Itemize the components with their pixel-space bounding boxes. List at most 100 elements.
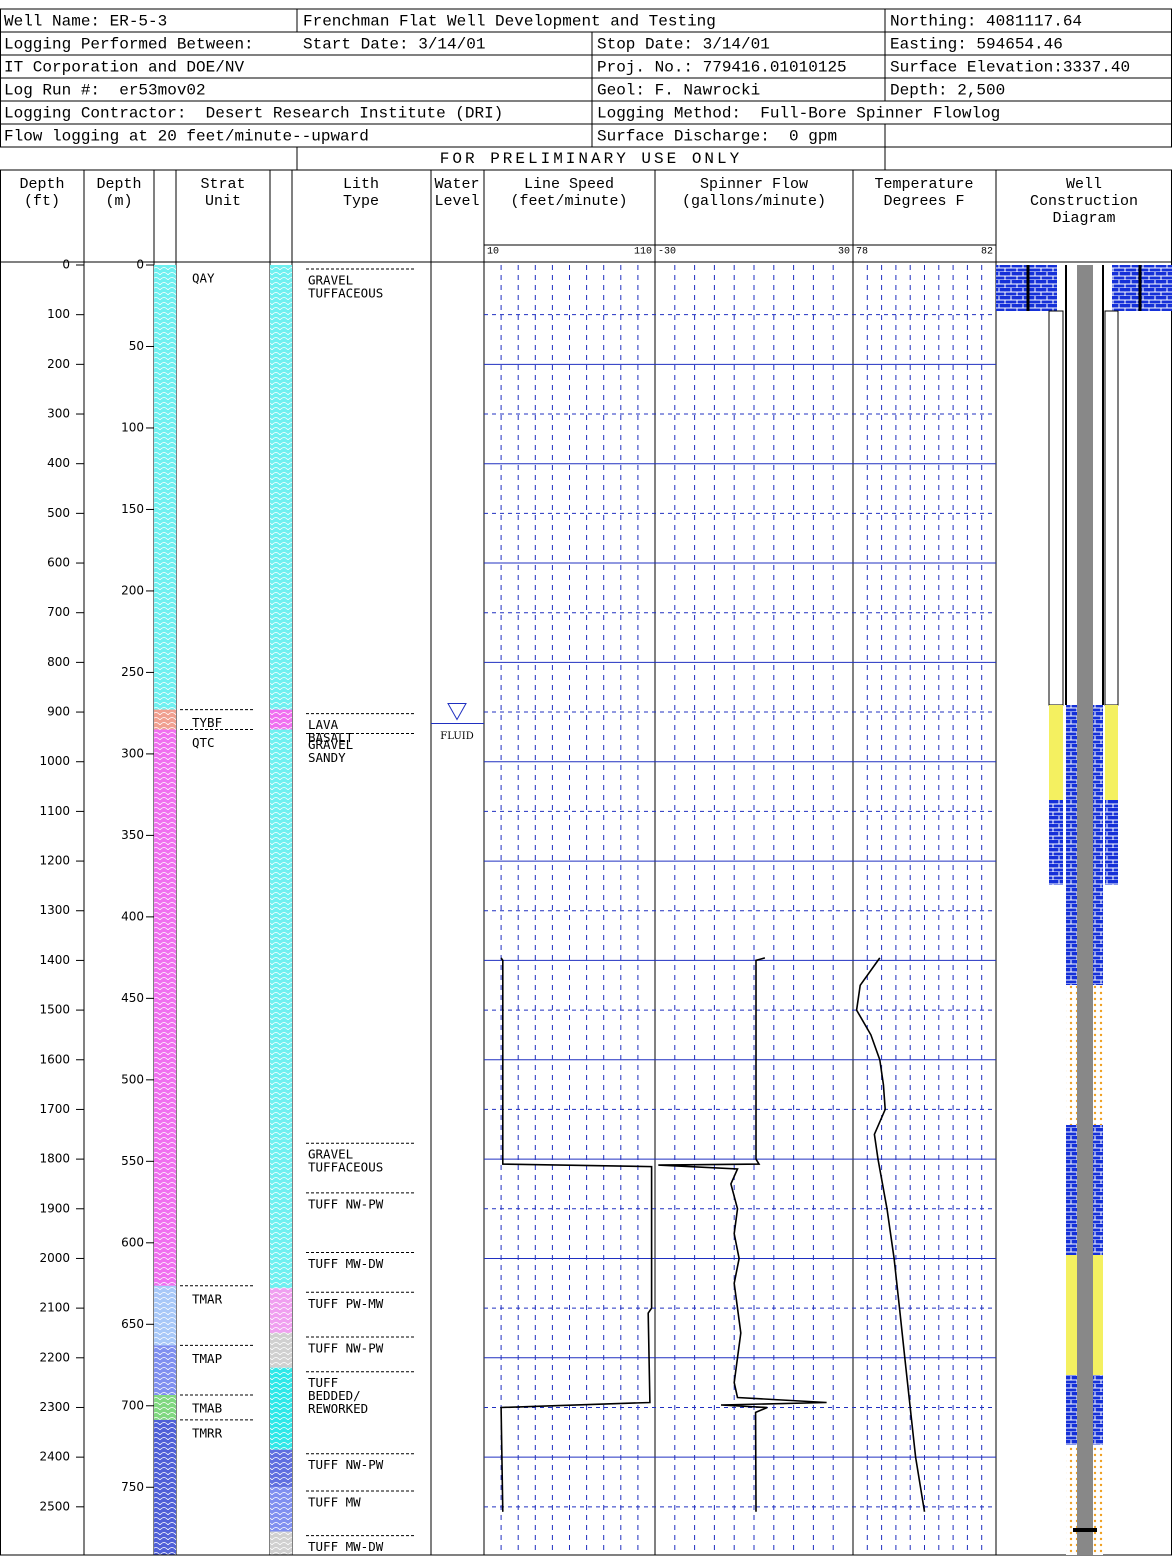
strat-texture xyxy=(154,710,176,730)
ft-tick-label: 1800 xyxy=(39,1152,70,1166)
column-header: Unit xyxy=(205,193,241,210)
ft-tick-label: 300 xyxy=(47,407,70,421)
lith-texture xyxy=(270,1249,292,1289)
column-header: Depth xyxy=(96,176,141,193)
scale-label: 82 xyxy=(981,247,993,258)
lith-label: TUFFACEOUS xyxy=(308,1160,383,1175)
lith-label: SANDY xyxy=(308,750,346,765)
m-tick-label: 400 xyxy=(121,909,144,923)
header-cell: Northing: 4081117.64 xyxy=(890,13,1082,31)
ft-tick-label: 1400 xyxy=(39,953,70,967)
ft-tick-label: 1700 xyxy=(39,1102,70,1116)
ft-tick-label: 2200 xyxy=(39,1350,70,1364)
m-tick-label: 650 xyxy=(121,1317,144,1331)
lith-label: TUFF MW-DW xyxy=(308,1539,384,1554)
lith-texture xyxy=(270,710,292,730)
ft-tick-label: 700 xyxy=(47,605,70,619)
ft-tick-label: 1900 xyxy=(39,1201,70,1215)
column-header: Well xyxy=(1066,176,1102,193)
ft-tick-label: 800 xyxy=(47,655,70,669)
header-cell: Stop Date: 3/14/01 xyxy=(597,36,770,54)
column-header: Type xyxy=(343,193,379,210)
header-cell: Flow logging at 20 feet/minute--upward xyxy=(4,128,369,146)
strat-label: QTC xyxy=(192,735,215,750)
ft-tick-label: 1200 xyxy=(39,854,70,868)
strat-texture xyxy=(154,1395,176,1420)
ft-tick-label: 1500 xyxy=(39,1003,70,1017)
strat-label: QAY xyxy=(192,271,215,286)
header-cell: Logging Performed Between: xyxy=(4,36,254,54)
lith-label: TUFFACEOUS xyxy=(308,286,383,301)
ft-tick-label: 100 xyxy=(47,307,70,321)
scale-label: 110 xyxy=(634,247,652,258)
lith-texture xyxy=(270,1333,292,1368)
casing-block xyxy=(1112,265,1172,311)
fill-zone xyxy=(1049,800,1063,885)
column-header: Diagram xyxy=(1052,210,1115,227)
strat-label: TMAR xyxy=(192,1291,223,1306)
strat-label: TMRR xyxy=(192,1425,223,1440)
strat-label: TMAP xyxy=(192,1351,222,1366)
lith-label: TUFF MW xyxy=(308,1494,361,1509)
header-cell: Surface Discharge: 0 gpm xyxy=(597,128,837,146)
ft-tick-label: 0 xyxy=(62,258,70,272)
column-header: Depth xyxy=(19,176,64,193)
header-cell: Well Name: ER-5-3 xyxy=(4,13,167,31)
ft-tick-label: 1600 xyxy=(39,1052,70,1066)
column-header: Temperature xyxy=(874,176,973,193)
lith-texture xyxy=(270,1487,292,1532)
strat-texture xyxy=(154,1420,176,1555)
column-header: Construction xyxy=(1030,193,1138,210)
header-cell: IT Corporation and DOE/NV xyxy=(4,59,244,77)
strat-label: TYBF xyxy=(192,715,222,730)
lith-texture xyxy=(270,1189,292,1249)
header-cell: Easting: 594654.46 xyxy=(890,36,1063,54)
lith-texture xyxy=(270,1288,292,1333)
lith-texture xyxy=(270,1139,292,1189)
ft-tick-label: 2300 xyxy=(39,1400,70,1414)
ft-tick-label: 2000 xyxy=(39,1251,70,1265)
m-tick-label: 50 xyxy=(129,339,144,353)
m-tick-label: 150 xyxy=(121,502,144,516)
fill-zone xyxy=(1049,705,1063,800)
header-cell: Frenchman Flat Well Development and Test… xyxy=(303,13,716,31)
scale-label: 10 xyxy=(487,247,499,258)
lith-label: TUFF MW-DW xyxy=(308,1256,384,1271)
column-header: Level xyxy=(434,193,479,210)
m-tick-label: 200 xyxy=(121,583,144,597)
m-tick-label: 250 xyxy=(121,665,144,679)
ft-tick-label: 500 xyxy=(47,506,70,520)
lith-label: TUFF NW-PW xyxy=(308,1340,384,1355)
strat-texture xyxy=(154,1286,176,1346)
header-cell: Start Date: 3/14/01 xyxy=(303,36,485,54)
header-cell: Logging Method: Full-Bore Spinner Flowlo… xyxy=(597,105,1000,123)
column-header: (gallons/minute) xyxy=(682,193,826,210)
ft-tick-label: 1300 xyxy=(39,903,70,917)
column-header: (ft) xyxy=(24,193,60,210)
pipe-end xyxy=(1073,1528,1097,1532)
strat-label: TMAB xyxy=(192,1401,222,1416)
m-tick-label: 100 xyxy=(121,420,144,434)
lith-label: TUFF PW-MW xyxy=(308,1296,384,1311)
notice: FOR PRELIMINARY USE ONLY xyxy=(440,150,742,168)
column-header: (feet/minute) xyxy=(510,193,627,210)
ft-tick-label: 2500 xyxy=(39,1499,70,1513)
ft-tick-label: 1100 xyxy=(39,804,70,818)
ft-tick-label: 1000 xyxy=(39,754,70,768)
header-cell: Log Run #: er53mov02 xyxy=(4,82,206,100)
pipe xyxy=(1077,265,1093,1555)
ft-tick-label: 600 xyxy=(47,556,70,570)
column-header: Spinner Flow xyxy=(700,176,808,193)
strat-texture xyxy=(154,1345,176,1395)
lith-texture xyxy=(270,265,292,710)
column-header: Degrees F xyxy=(883,193,964,210)
m-tick-label: 600 xyxy=(121,1235,144,1249)
hole-wall xyxy=(1049,311,1063,705)
column-header: Lith xyxy=(343,176,379,193)
column-header: Water xyxy=(434,176,479,193)
well-log: Well Name: ER-5-3 Frenchman Flat Well Dev… xyxy=(0,0,1172,1562)
header-cell: Geol: F. Nawrocki xyxy=(597,82,760,100)
column-header: Strat xyxy=(200,176,245,193)
ft-tick-label: 900 xyxy=(47,705,70,719)
hole-wall xyxy=(1105,311,1118,705)
